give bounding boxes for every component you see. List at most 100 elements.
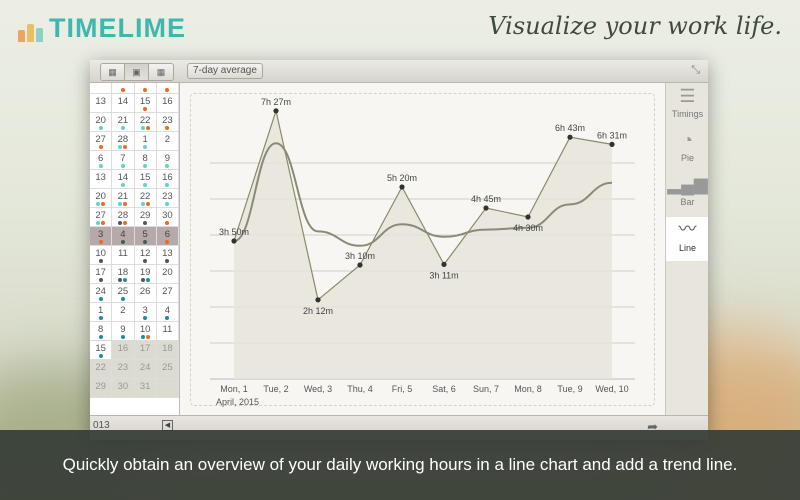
entry-dot	[140, 126, 145, 130]
calendar-day[interactable]: 8	[134, 151, 157, 170]
entry-dot	[145, 278, 150, 282]
share-icon[interactable]: ➦	[647, 419, 658, 434]
calendar-day[interactable]: 13	[90, 94, 113, 113]
calendar-day[interactable]: 22	[134, 113, 157, 132]
day-number: 2	[120, 305, 126, 316]
year-label: 013	[93, 420, 110, 431]
entry-dot	[140, 278, 145, 282]
day-number: 30	[162, 210, 173, 221]
calendar-day[interactable]: 21	[112, 113, 135, 132]
calendar-week-row: 13 14 15 16	[90, 170, 179, 189]
calendar-day[interactable]: 30	[156, 208, 179, 227]
calendar-day[interactable]: 13	[90, 170, 113, 189]
calendar-day[interactable]	[112, 83, 135, 94]
calendar-day[interactable]: 10	[134, 322, 157, 341]
calendar-day[interactable]: 6	[90, 151, 113, 170]
calendar-day[interactable]: 16	[156, 94, 179, 113]
calendar-day[interactable]: 15	[90, 341, 113, 360]
calendar-day[interactable]: 24	[134, 360, 157, 379]
list-view-icon[interactable]: ▦	[101, 64, 125, 80]
calendar-week-row	[90, 83, 179, 94]
calendar-day[interactable]	[90, 83, 113, 94]
seven-day-average-button[interactable]: 7-day average	[187, 63, 263, 79]
calendar-day[interactable]: 11	[156, 322, 179, 341]
calendar-day[interactable]: 17	[134, 341, 157, 360]
week-view-icon[interactable]: ▣	[125, 64, 149, 80]
entry-dot	[143, 221, 148, 225]
calendar-day[interactable]: 13	[156, 246, 179, 265]
calendar-day[interactable]: 4	[156, 303, 179, 322]
calendar-day[interactable]: 30	[112, 379, 135, 398]
calendar-day[interactable]: 4	[112, 227, 135, 246]
calendar-day[interactable]: 23	[112, 360, 135, 379]
calendar-day[interactable]: 28	[112, 208, 135, 227]
calendar-day[interactable]: 25	[156, 360, 179, 379]
calendar-day[interactable]: 11	[112, 246, 135, 265]
calendar-day[interactable]: 9	[156, 151, 179, 170]
calendar-day[interactable]	[156, 83, 179, 94]
calendar-day[interactable]: 27	[90, 132, 113, 151]
expand-icon[interactable]: ⤡	[691, 64, 700, 76]
entry-dot	[101, 221, 106, 225]
tab-line[interactable]: 〰 Line	[666, 217, 708, 261]
calendar-day[interactable]: 2	[112, 303, 135, 322]
entry-dot	[98, 259, 103, 263]
calendar-day[interactable]: 3	[134, 303, 157, 322]
calendar-day[interactable]: 21	[112, 189, 135, 208]
tab-timings[interactable]: ☰ Timings	[666, 83, 708, 127]
calendar-day[interactable]: 31	[134, 379, 157, 398]
calendar-day[interactable]: 3	[90, 227, 113, 246]
entry-dot	[145, 335, 150, 339]
calendar-day[interactable]: 14	[112, 94, 135, 113]
calendar-day[interactable]: 28	[112, 132, 135, 151]
calendar-day[interactable]: 23	[156, 113, 179, 132]
calendar-day[interactable]: 1	[134, 132, 157, 151]
day-number: 13	[162, 248, 173, 259]
calendar-day[interactable]: 5	[134, 227, 157, 246]
tab-pie[interactable]: ◔ Pie	[666, 127, 708, 171]
calendar-week-row: 27 28 29 30	[90, 208, 179, 227]
day-number: 25	[117, 286, 129, 297]
calendar-day[interactable]: 27	[90, 208, 113, 227]
calendar-day[interactable]: 6	[156, 227, 179, 246]
calendar-day[interactable]: 22	[134, 189, 157, 208]
calendar-day[interactable]	[156, 379, 179, 398]
tab-bar[interactable]: ▂▄▆ Bar	[666, 171, 708, 215]
calendar-day[interactable]: 8	[90, 322, 113, 341]
month-view-icon[interactable]: ▦	[149, 64, 173, 80]
calendar-day[interactable]: 1	[90, 303, 113, 322]
calendar-day[interactable]: 19	[134, 265, 157, 284]
calendar-day[interactable]: 17	[90, 265, 113, 284]
calendar-day[interactable]: 9	[112, 322, 135, 341]
calendar-day[interactable]: 7	[112, 151, 135, 170]
calendar-day[interactable]: 14	[112, 170, 135, 189]
calendar-day[interactable]: 25	[112, 284, 135, 303]
calendar-day[interactable]: 20	[90, 189, 113, 208]
entry-dot	[120, 164, 125, 168]
day-number: 4	[120, 229, 126, 240]
calendar-day[interactable]: 16	[112, 341, 135, 360]
calendar-day[interactable]	[134, 83, 157, 94]
calendar-day[interactable]: 24	[90, 284, 113, 303]
calendar-day[interactable]: 10	[90, 246, 113, 265]
calendar-day[interactable]: 15	[134, 94, 157, 113]
calendar-day[interactable]: 22	[90, 360, 113, 379]
data-point	[273, 108, 279, 114]
calendar-day[interactable]: 29	[134, 208, 157, 227]
entry-dot	[123, 278, 128, 282]
calendar-day[interactable]: 20	[90, 113, 113, 132]
calendar-day[interactable]: 29	[90, 379, 113, 398]
calendar-day[interactable]: 27	[156, 284, 179, 303]
calendar-day[interactable]: 18	[156, 341, 179, 360]
calendar-day[interactable]: 23	[156, 189, 179, 208]
calendar-day[interactable]: 12	[134, 246, 157, 265]
calendar: 13 14 15 16 20 21 22 23 27 28 1 2 6 7 8 9 13 14 15 16 20 21 22…	[90, 83, 180, 415]
calendar-day[interactable]: 20	[156, 265, 179, 284]
calendar-day[interactable]: 16	[156, 170, 179, 189]
calendar-day[interactable]: 15	[134, 170, 157, 189]
calendar-day[interactable]: 2	[156, 132, 179, 151]
calendar-day[interactable]: 18	[112, 265, 135, 284]
data-point	[357, 262, 363, 268]
entry-dot	[143, 164, 148, 168]
calendar-day[interactable]: 26	[134, 284, 157, 303]
